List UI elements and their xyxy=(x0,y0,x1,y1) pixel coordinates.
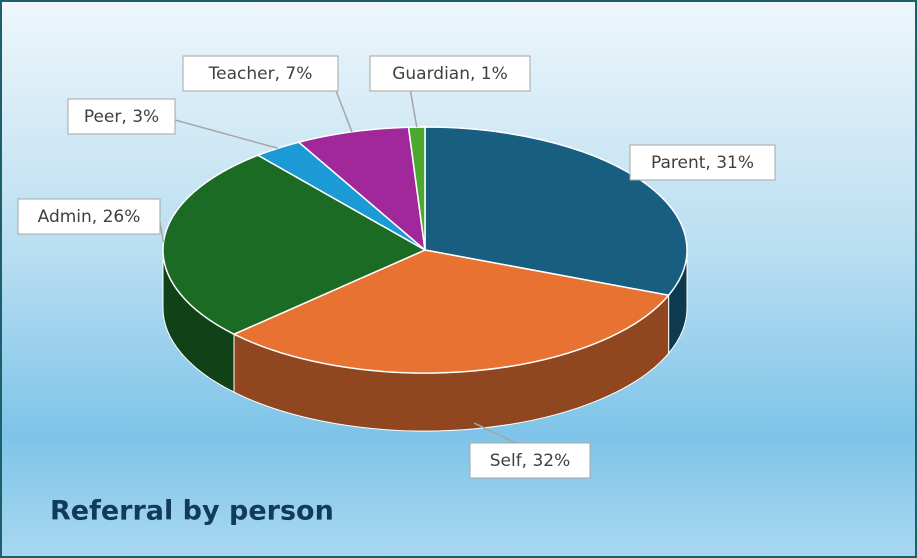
leader-line xyxy=(159,221,165,243)
pie-sides xyxy=(162,249,688,432)
label-box xyxy=(369,55,531,92)
leader-line xyxy=(174,119,278,149)
label-box xyxy=(469,442,591,479)
pie-slice xyxy=(232,249,671,374)
label-box xyxy=(67,98,176,135)
leader-line xyxy=(334,87,353,133)
leader-line xyxy=(473,422,521,446)
pie-tops xyxy=(162,126,688,374)
data-label: Teacher, 7% xyxy=(208,64,313,84)
label-box xyxy=(629,144,776,181)
data-label: Guardian, 1% xyxy=(392,64,508,84)
pie-slice xyxy=(407,126,426,251)
data-label: Peer, 3% xyxy=(84,107,159,127)
pie-slice xyxy=(297,126,427,252)
label-box xyxy=(17,198,161,235)
leader-line xyxy=(409,87,418,128)
label-box xyxy=(182,55,339,92)
data-label: Self, 32% xyxy=(490,451,571,471)
labels: Parent, 31% Self, 32% Admin, 26% Peer, 3% Te… xyxy=(17,55,776,479)
data-label: Parent, 31% xyxy=(651,153,754,173)
data-label: Admin, 26% xyxy=(38,207,141,227)
chart-title: Referral by person xyxy=(50,496,334,527)
